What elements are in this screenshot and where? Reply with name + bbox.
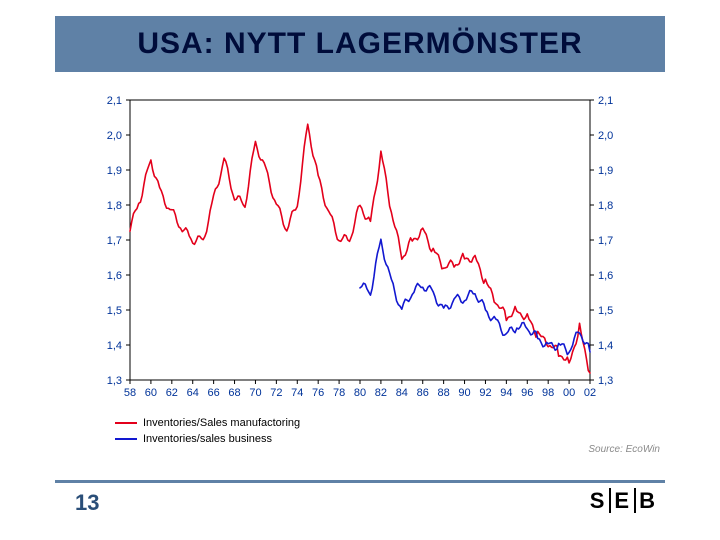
svg-text:1,5: 1,5	[107, 305, 122, 317]
legend-swatch	[115, 422, 137, 424]
svg-text:64: 64	[187, 387, 199, 399]
legend-item: Inventories/Sales manufactoring	[115, 416, 300, 430]
logo-letter: E	[609, 488, 634, 513]
svg-text:1,7: 1,7	[598, 235, 613, 247]
svg-text:1,3: 1,3	[107, 375, 122, 387]
svg-text:78: 78	[333, 387, 345, 399]
svg-text:90: 90	[458, 387, 470, 399]
footer-rule	[55, 480, 665, 483]
svg-text:60: 60	[145, 387, 157, 399]
legend-item: Inventories/sales business	[115, 432, 300, 446]
svg-text:1,9: 1,9	[598, 165, 613, 177]
svg-text:1,6: 1,6	[598, 270, 613, 282]
svg-text:74: 74	[291, 387, 303, 399]
svg-text:80: 80	[354, 387, 366, 399]
svg-text:66: 66	[208, 387, 220, 399]
legend-swatch	[115, 438, 137, 440]
svg-text:1,8: 1,8	[107, 200, 122, 212]
svg-text:2,0: 2,0	[107, 130, 122, 142]
svg-text:92: 92	[479, 387, 491, 399]
svg-text:72: 72	[270, 387, 282, 399]
svg-text:1,4: 1,4	[598, 340, 613, 352]
title-banner: USA: NYTT LAGERMÖNSTER	[55, 16, 665, 72]
svg-text:1,5: 1,5	[598, 305, 613, 317]
line-chart: 1,3 1,3 1,4 1,4 1,5 1,5 1,6 1,6 1,7 1,7 1,8 1,8 1,9 1…	[80, 95, 640, 425]
svg-text:02: 02	[584, 387, 596, 399]
svg-text:96: 96	[521, 387, 533, 399]
svg-text:94: 94	[500, 387, 512, 399]
legend-label: Inventories/Sales manufactoring	[143, 416, 300, 430]
series-0	[130, 124, 590, 373]
slide-title: USA: NYTT LAGERMÖNSTER	[137, 27, 582, 61]
slide: USA: NYTT LAGERMÖNSTER 1,31,31,41,41,51,…	[0, 0, 720, 540]
svg-text:1,8: 1,8	[598, 200, 613, 212]
svg-text:68: 68	[228, 387, 240, 399]
svg-text:84: 84	[396, 387, 408, 399]
svg-text:1,6: 1,6	[107, 270, 122, 282]
logo-letter: S	[587, 488, 610, 513]
svg-text:98: 98	[542, 387, 554, 399]
chart-svg: 1,3 1,3 1,4 1,4 1,5 1,5 1,6 1,6 1,7 1,7 1,8 1,8 1,9 1…	[80, 95, 640, 425]
page-number: 13	[75, 490, 99, 516]
svg-text:2,1: 2,1	[107, 95, 122, 107]
footer: 13 SEB	[0, 480, 720, 520]
svg-text:58: 58	[124, 387, 136, 399]
svg-text:70: 70	[249, 387, 261, 399]
svg-text:00: 00	[563, 387, 575, 399]
legend-label: Inventories/sales business	[143, 432, 272, 446]
chart-legend: Inventories/Sales manufactoring Inventori…	[115, 416, 300, 448]
svg-text:1,7: 1,7	[107, 235, 122, 247]
logo-letter: B	[634, 488, 660, 513]
svg-text:1,9: 1,9	[107, 165, 122, 177]
svg-text:62: 62	[166, 387, 178, 399]
svg-text:88: 88	[438, 387, 450, 399]
svg-text:76: 76	[312, 387, 324, 399]
svg-text:82: 82	[375, 387, 387, 399]
svg-text:86: 86	[417, 387, 429, 399]
svg-text:2,1: 2,1	[598, 95, 613, 107]
source-note: Source: EcoWin	[588, 444, 660, 455]
svg-text:2,0: 2,0	[598, 130, 613, 142]
seb-logo: SEB	[587, 488, 660, 514]
svg-text:1,4: 1,4	[107, 340, 122, 352]
svg-text:1,3: 1,3	[598, 375, 613, 387]
